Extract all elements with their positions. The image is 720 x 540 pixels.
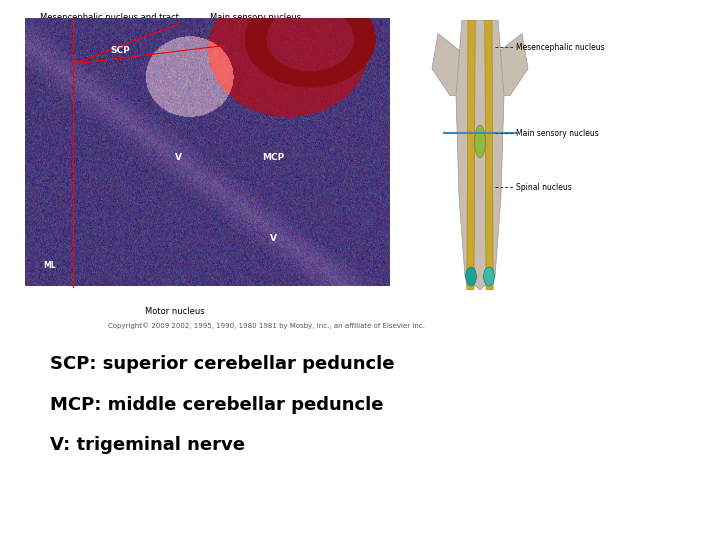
Polygon shape (485, 20, 493, 290)
Ellipse shape (484, 267, 495, 286)
Text: V: V (175, 153, 182, 163)
Polygon shape (432, 33, 468, 96)
Ellipse shape (474, 125, 485, 158)
Ellipse shape (466, 267, 477, 286)
Text: MCP: middle cerebellar peduncle: MCP: middle cerebellar peduncle (50, 395, 384, 414)
Text: SCP: superior cerebellar peduncle: SCP: superior cerebellar peduncle (50, 355, 395, 373)
Polygon shape (492, 33, 528, 96)
Text: V: trigeminal nerve: V: trigeminal nerve (50, 436, 246, 454)
Polygon shape (467, 20, 475, 290)
Text: MCP: MCP (263, 153, 285, 163)
Polygon shape (456, 20, 504, 290)
Text: Main sensory nucleus: Main sensory nucleus (210, 13, 301, 22)
Text: SCP: SCP (111, 46, 130, 55)
Text: ML: ML (44, 261, 56, 269)
Text: Spinal nucleus: Spinal nucleus (516, 183, 572, 192)
Text: V: V (270, 234, 277, 243)
Text: Mesencephalic nucleus and tract: Mesencephalic nucleus and tract (40, 13, 179, 22)
Text: Mesencephalic nucleus: Mesencephalic nucleus (516, 43, 605, 51)
Text: Main sensory nucleus: Main sensory nucleus (516, 129, 599, 138)
Text: Motor nucleus: Motor nucleus (145, 307, 204, 316)
Text: Copyright© 2009 2002, 1995, 1990, 1980 1981 by Mosby, Inc., an affiliate of Else: Copyright© 2009 2002, 1995, 1990, 1980 1… (108, 322, 425, 329)
